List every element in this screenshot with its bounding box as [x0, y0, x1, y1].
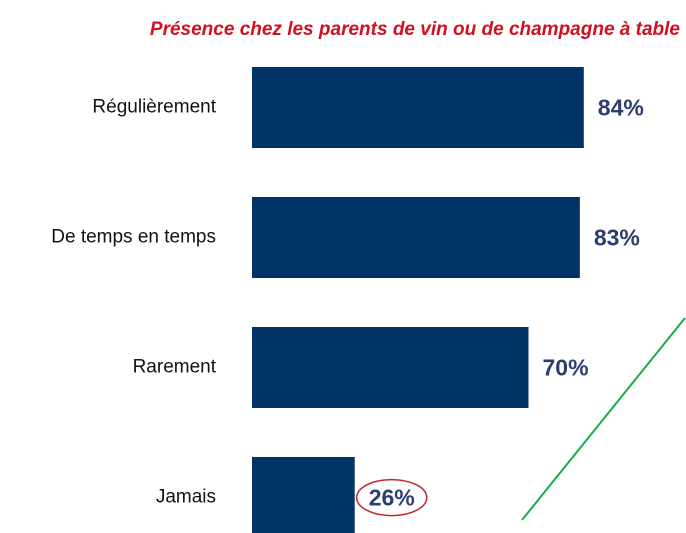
bar	[252, 67, 584, 148]
bar	[252, 457, 355, 533]
value-label: 83%	[594, 225, 640, 251]
value-label: 26%	[369, 485, 415, 511]
value-label: 84%	[598, 95, 644, 121]
category-label: Régulièrement	[92, 97, 216, 118]
bar	[252, 197, 580, 278]
chart-title: Présence chez les parents de vin ou de c…	[150, 19, 681, 40]
bar	[252, 327, 529, 408]
category-label: Rarement	[133, 357, 217, 378]
category-label: De temps en temps	[51, 227, 216, 248]
highlight-circle	[355, 478, 428, 517]
decorative-line	[521, 317, 686, 521]
category-label: Jamais	[156, 487, 216, 508]
value-label: 70%	[543, 355, 589, 381]
